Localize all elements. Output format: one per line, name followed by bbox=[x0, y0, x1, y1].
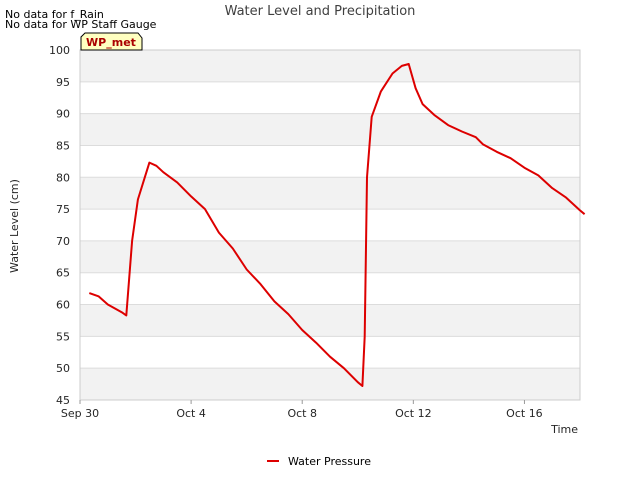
chart-title: Water Level and Precipitation bbox=[225, 4, 416, 19]
badge-label: WP_met bbox=[86, 36, 136, 49]
y-tick-label: 45 bbox=[56, 394, 70, 407]
grid-band bbox=[80, 304, 580, 337]
y-tick-label: 60 bbox=[56, 299, 70, 312]
no-data-notice-staff-gauge: No data for WP Staff Gauge bbox=[5, 18, 157, 31]
grid-band bbox=[80, 240, 580, 273]
x-tick-label: Oct 16 bbox=[506, 407, 543, 420]
grid-band bbox=[80, 50, 580, 82]
y-tick-label: 90 bbox=[56, 108, 70, 121]
y-tick-label: 80 bbox=[56, 171, 70, 184]
y-tick-label: 50 bbox=[56, 362, 70, 375]
y-tick-label: 55 bbox=[56, 330, 70, 343]
y-tick-label: 65 bbox=[56, 267, 70, 280]
y-tick-label: 85 bbox=[56, 139, 70, 152]
legend: Water Pressure bbox=[267, 455, 371, 468]
y-tick-label: 95 bbox=[56, 76, 70, 89]
grid-band bbox=[80, 368, 580, 400]
y-tick-label: 75 bbox=[56, 203, 70, 216]
plot-frame bbox=[79, 49, 581, 401]
grid-band bbox=[80, 113, 580, 146]
x-tick-label: Oct 4 bbox=[176, 407, 206, 420]
series-line-water-pressure bbox=[88, 63, 586, 387]
legend-label-water-pressure: Water Pressure bbox=[288, 455, 371, 468]
wp-met-badge: WP_met bbox=[80, 32, 143, 51]
y-tick-label: 100 bbox=[49, 44, 70, 57]
x-axis-label: Time bbox=[550, 423, 578, 436]
y-tick-label: 70 bbox=[56, 235, 70, 248]
no-data-notice-rain: No data for f_Rain bbox=[5, 8, 104, 21]
grid-band bbox=[80, 177, 580, 210]
x-tick-label: Oct 12 bbox=[395, 407, 432, 420]
badge-shape bbox=[80, 32, 143, 51]
x-tick-label: Oct 8 bbox=[287, 407, 317, 420]
x-tick-label: Sep 30 bbox=[61, 407, 99, 420]
y-axis-label: Water Level (cm) bbox=[8, 179, 21, 273]
